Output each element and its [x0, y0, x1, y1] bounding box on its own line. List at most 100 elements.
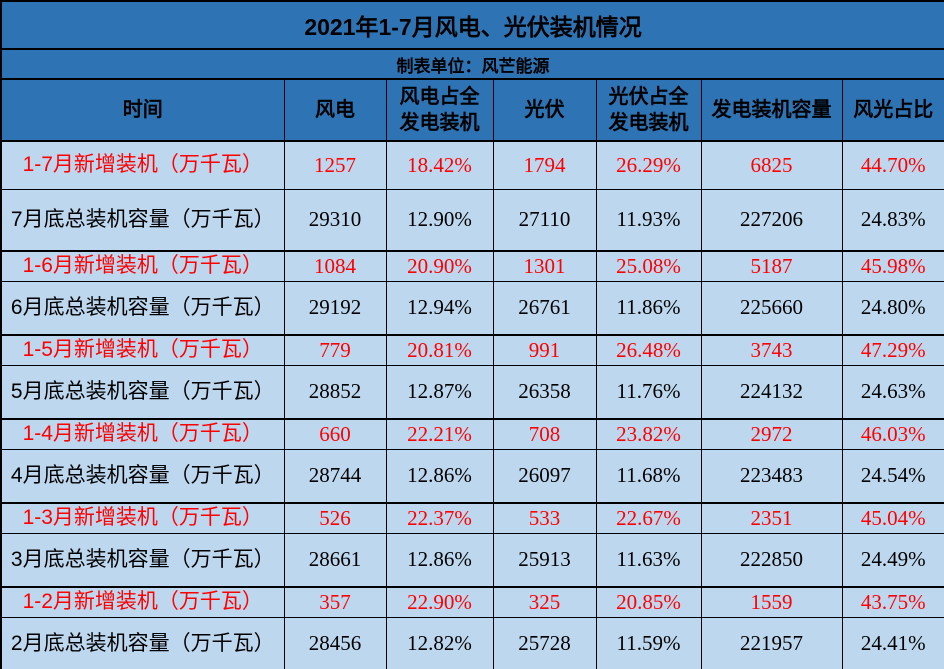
table-cell: 27110	[492, 188, 597, 252]
table-cell: 22.21%	[385, 418, 494, 450]
header-row: 时间 风电 风电占全发电装机 光伏 光伏占全发电装机 发电装机容量 风光占比	[0, 78, 944, 142]
table-row: 4月底总装机容量（万千瓦） 28744 12.86% 26097 11.68% 22348…	[0, 448, 944, 504]
table-cell: 3743	[700, 334, 843, 366]
row-label: 3月底总装机容量（万千瓦）	[0, 532, 285, 588]
table-cell: 25.08%	[595, 250, 702, 282]
table-cell: 225660	[700, 280, 843, 336]
table-cell: 43.75%	[841, 586, 944, 618]
column-header-wind-share: 风电占全发电装机	[385, 78, 494, 142]
table-cell: 779	[283, 334, 387, 366]
table-row: 7月底总装机容量（万千瓦） 29310 12.90% 27110 11.93% 22720…	[0, 188, 944, 252]
table-cell: 20.90%	[385, 250, 494, 282]
table-cell: 1084	[283, 250, 387, 282]
table-cell: 2351	[700, 502, 843, 534]
table-cell: 24.49%	[841, 532, 944, 588]
table-cell: 12.86%	[385, 448, 494, 504]
row-label: 1-6月新增装机（万千瓦）	[0, 250, 285, 282]
table-cell: 221957	[700, 616, 843, 669]
table-cell: 991	[492, 334, 597, 366]
table-row: 1-5月新增装机（万千瓦） 779 20.81% 991 26.48% 3743 47.29…	[0, 334, 944, 366]
table-cell: 28852	[283, 364, 387, 420]
subtitle-row: 制表单位：风芒能源	[0, 48, 944, 80]
table-cell: 357	[283, 586, 387, 618]
table-cell: 11.86%	[595, 280, 702, 336]
table-cell: 1559	[700, 586, 843, 618]
table-cell: 12.90%	[385, 188, 494, 252]
title-row: 2021年1-7月风电、光伏装机情况	[0, 0, 944, 50]
table-cell: 22.67%	[595, 502, 702, 534]
table-cell: 22.90%	[385, 586, 494, 618]
column-header-wind: 风电	[283, 78, 387, 142]
column-header-total-capacity: 发电装机容量	[700, 78, 843, 142]
table-cell: 26358	[492, 364, 597, 420]
table-cell: 24.83%	[841, 188, 944, 252]
table-cell: 28456	[283, 616, 387, 669]
table-cell: 26.48%	[595, 334, 702, 366]
table-body: 1-7月新增装机（万千瓦） 1257 18.42% 1794 26.29% 6825 44.…	[0, 140, 944, 669]
table-cell: 24.41%	[841, 616, 944, 669]
table-cell: 5187	[700, 250, 843, 282]
table-cell: 47.29%	[841, 334, 944, 366]
table-cell: 12.94%	[385, 280, 494, 336]
table-cell: 1301	[492, 250, 597, 282]
table-cell: 222850	[700, 532, 843, 588]
table-row: 6月底总装机容量（万千瓦） 29192 12.94% 26761 11.86% 22566…	[0, 280, 944, 336]
table-row: 1-3月新增装机（万千瓦） 526 22.37% 533 22.67% 2351 45.04…	[0, 502, 944, 534]
table-cell: 29310	[283, 188, 387, 252]
table-cell: 11.59%	[595, 616, 702, 669]
table-cell: 22.37%	[385, 502, 494, 534]
table-cell: 28744	[283, 448, 387, 504]
row-label: 1-7月新增装机（万千瓦）	[0, 140, 285, 190]
table-subtitle: 制表单位：风芒能源	[0, 48, 944, 80]
table-cell: 29192	[283, 280, 387, 336]
table-cell: 23.82%	[595, 418, 702, 450]
table-row: 3月底总装机容量（万千瓦） 28661 12.86% 25913 11.63% 22285…	[0, 532, 944, 588]
table-row: 5月底总装机容量（万千瓦） 28852 12.87% 26358 11.76% 22413…	[0, 364, 944, 420]
table-cell: 12.82%	[385, 616, 494, 669]
table-cell: 224132	[700, 364, 843, 420]
row-label: 1-5月新增装机（万千瓦）	[0, 334, 285, 366]
table-cell: 6825	[700, 140, 843, 190]
table-cell: 11.68%	[595, 448, 702, 504]
column-header-solar-share: 光伏占全发电装机	[595, 78, 702, 142]
table-cell: 1257	[283, 140, 387, 190]
row-label: 7月底总装机容量（万千瓦）	[0, 188, 285, 252]
table-cell: 26761	[492, 280, 597, 336]
table-cell: 660	[283, 418, 387, 450]
table-cell: 46.03%	[841, 418, 944, 450]
table-cell: 25728	[492, 616, 597, 669]
table-cell: 28661	[283, 532, 387, 588]
table-cell: 24.63%	[841, 364, 944, 420]
table-cell: 12.87%	[385, 364, 494, 420]
table-cell: 24.54%	[841, 448, 944, 504]
table-cell: 20.81%	[385, 334, 494, 366]
table-cell: 2972	[700, 418, 843, 450]
table-cell: 20.85%	[595, 586, 702, 618]
table-title: 2021年1-7月风电、光伏装机情况	[0, 0, 944, 50]
table-cell: 223483	[700, 448, 843, 504]
table-row: 1-6月新增装机（万千瓦） 1084 20.90% 1301 25.08% 5187 45.…	[0, 250, 944, 282]
table-cell: 533	[492, 502, 597, 534]
row-label: 2月底总装机容量（万千瓦）	[0, 616, 285, 669]
table-cell: 18.42%	[385, 140, 494, 190]
table-row: 1-2月新增装机（万千瓦） 357 22.90% 325 20.85% 1559 43.75…	[0, 586, 944, 618]
table-cell: 11.76%	[595, 364, 702, 420]
table-cell: 24.80%	[841, 280, 944, 336]
table-row: 1-7月新增装机（万千瓦） 1257 18.42% 1794 26.29% 6825 44.…	[0, 140, 944, 190]
table-cell: 44.70%	[841, 140, 944, 190]
row-label: 1-2月新增装机（万千瓦）	[0, 586, 285, 618]
column-header-solar: 光伏	[492, 78, 597, 142]
table-cell: 526	[283, 502, 387, 534]
row-label: 5月底总装机容量（万千瓦）	[0, 364, 285, 420]
table-cell: 45.04%	[841, 502, 944, 534]
row-label: 1-4月新增装机（万千瓦）	[0, 418, 285, 450]
column-header-time: 时间	[0, 78, 285, 142]
row-label: 4月底总装机容量（万千瓦）	[0, 448, 285, 504]
table-cell: 325	[492, 586, 597, 618]
table-row: 2月底总装机容量（万千瓦） 28456 12.82% 25728 11.59% 22195…	[0, 616, 944, 669]
table-row: 1-4月新增装机（万千瓦） 660 22.21% 708 23.82% 2972 46.03…	[0, 418, 944, 450]
table-cell: 12.86%	[385, 532, 494, 588]
table-cell: 45.98%	[841, 250, 944, 282]
